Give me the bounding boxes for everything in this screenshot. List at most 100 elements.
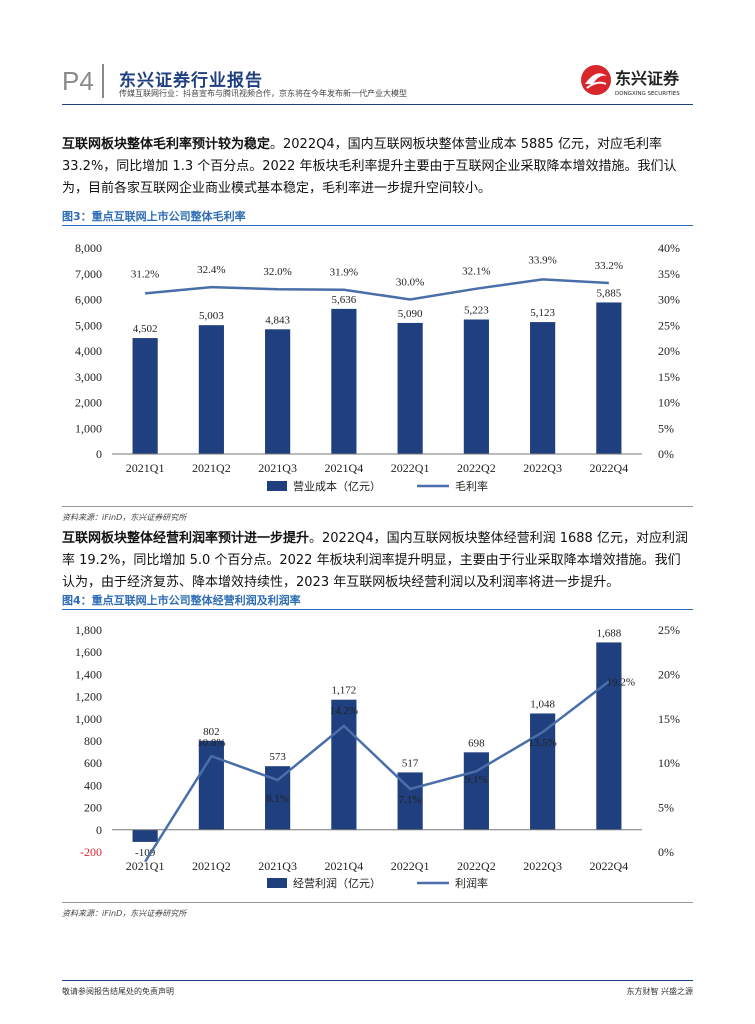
legend-label: 经营利润（亿元） (293, 876, 381, 890)
y-axis-tick-label: 1,400 (75, 667, 102, 681)
footer-slogan: 东方财智 兴盛之源 (626, 987, 693, 996)
bar-value-label: 4,502 (133, 323, 158, 335)
bar-value-label: 698 (468, 737, 485, 749)
line-value-label: 8.1% (266, 793, 289, 805)
figure-4-title: 图4：重点互联网上市公司整体经营利润及利润率 (62, 594, 301, 607)
x-axis-tick-label: 2021Q2 (192, 461, 231, 475)
y-axis-tick-label: 1,000 (75, 712, 102, 726)
bar (463, 752, 489, 830)
y-axis-tick-label: 1,800 (75, 623, 102, 637)
bar (530, 322, 556, 454)
y-axis-tick-label: -200 (80, 845, 102, 859)
bar-value-label: 5,090 (398, 308, 423, 320)
x-axis-tick-label: 2021Q1 (126, 859, 165, 873)
line-value-label: 32.4% (197, 264, 225, 276)
paragraph-gross-margin: 互联网板块整体毛利率预计较为稳定。2022Q4，国内互联网板块整体营业成本 58… (62, 134, 693, 200)
legend-label: 利润率 (455, 876, 488, 890)
y-axis-tick-label: 1,600 (75, 645, 102, 659)
x-axis-tick-label: 2021Q2 (192, 859, 231, 873)
bar-value-label: 573 (269, 751, 286, 763)
y2-axis-tick-label: 0% (658, 845, 674, 859)
x-axis-tick-label: 2021Q3 (258, 859, 297, 873)
bar-value-label: 1,172 (332, 685, 357, 697)
y-axis-tick-label: 200 (84, 801, 102, 815)
page-number: P4 (62, 66, 94, 96)
line-value-label: 32.0% (263, 266, 291, 278)
bar (198, 740, 224, 830)
y-axis-tick-label: 8,000 (75, 241, 102, 255)
y-axis-tick-label: 0 (96, 823, 102, 837)
x-axis-tick-label: 2021Q1 (126, 461, 165, 475)
company-logo: 东兴证券 DONGXING SECURITIES (579, 62, 689, 102)
y2-axis-tick-label: 10% (658, 756, 680, 770)
bar-value-label: 5,885 (597, 287, 622, 299)
line-value-label: 32.1% (462, 266, 490, 278)
bar (132, 829, 158, 842)
y-axis-tick-label: 0 (96, 447, 102, 461)
paragraph-lead: 互联网板块整体经营利润率预计进一步提升 (62, 531, 310, 546)
y2-axis-tick-label: 5% (658, 421, 674, 435)
y2-axis-tick-label: 20% (658, 344, 680, 358)
line-value-label: 31.9% (330, 267, 358, 279)
figure-3-rule (62, 225, 693, 226)
logo-icon: 东兴证券 DONGXING SECURITIES (581, 65, 680, 97)
report-title: 东兴证券行业报告 (119, 71, 263, 91)
report-subtitle: 传媒互联网行业：抖音宣布与腾讯视频合作，京东将在今年发布新一代产业大模型 (119, 89, 407, 98)
line-value-label: 19.2% (607, 677, 635, 689)
line-value-label: 13.5% (528, 737, 556, 749)
header-divider (102, 64, 104, 98)
y2-axis-tick-label: 15% (658, 712, 680, 726)
y2-axis-tick-label: 40% (658, 241, 680, 255)
header-rule (62, 104, 693, 105)
bar-value-label: 5,123 (530, 307, 555, 319)
y2-axis-tick-label: 15% (658, 370, 680, 384)
y-axis-tick-label: 6,000 (75, 293, 102, 307)
y2-axis-tick-label: 5% (658, 801, 674, 815)
x-axis-tick-label: 2022Q3 (523, 859, 562, 873)
chart-operating-profit: -200 0 200 400 600 800 1,000 1,200 1,400 1,600 1,8… (75, 623, 680, 890)
legend-swatch-bar (267, 481, 287, 491)
chart-gross-margin: 0 1,000 2,000 3,000 4,000 5,000 6,000 7,000 8,00… (75, 241, 680, 493)
y2-axis-tick-label: 20% (658, 667, 680, 681)
bar (596, 302, 622, 454)
line-value-label: 30.0% (396, 277, 424, 289)
bar-value-label: 1,688 (597, 627, 622, 639)
bar (331, 308, 357, 454)
y2-axis-tick-label: 25% (658, 318, 680, 332)
x-axis-tick-label: 2022Q3 (523, 461, 562, 475)
y-axis-tick-label: 400 (84, 778, 102, 792)
line-series (144, 680, 610, 863)
x-axis-tick-label: 2022Q1 (391, 461, 430, 475)
y-axis-tick-label: 4,000 (75, 344, 102, 358)
line-value-label: 33.2% (595, 260, 623, 272)
y2-axis-tick-label: 30% (658, 293, 680, 307)
line-value-label: 14.2% (330, 705, 358, 717)
x-axis-tick-label: 2022Q4 (590, 461, 629, 475)
y-axis-tick-label: 3,000 (75, 370, 102, 384)
bar-value-label: 5,003 (199, 310, 224, 322)
y2-axis-tick-label: 0% (658, 447, 674, 461)
y-axis-tick-label: 1,200 (75, 690, 102, 704)
bar-value-label: -109 (135, 847, 156, 859)
source-note: 资料来源：iFinD，东兴证券研究所 (62, 513, 187, 522)
bar (463, 319, 489, 454)
line-value-label: 31.2% (131, 268, 159, 280)
line-value-label: 7.1% (399, 794, 422, 806)
y-axis-tick-label: 800 (84, 734, 102, 748)
bar (132, 338, 158, 454)
x-axis-tick-label: 2021Q4 (325, 461, 364, 475)
paragraph-body: 。2022Q4，国内互联网板块整体经营利润 1688 亿元，对应利润率 19.2… (62, 531, 688, 590)
paragraph-operating-profit: 互联网板块整体经营利润率预计进一步提升。2022Q4，国内互联网板块整体经营利润… (62, 528, 693, 594)
logo-en: DONGXING SECURITIES (615, 91, 680, 97)
paragraph-body: 。2022Q4，国内互联网板块整体营业成本 5885 亿元，对应毛利率 33.2… (62, 137, 677, 196)
x-axis-tick-label: 2022Q2 (457, 461, 496, 475)
y-axis-tick-label: 600 (84, 756, 102, 770)
bar-value-label: 517 (402, 757, 419, 769)
figure-4-rule (62, 609, 693, 610)
x-axis-tick-label: 2022Q1 (391, 859, 430, 873)
bar (198, 325, 224, 454)
y2-axis-tick-label: 10% (658, 396, 680, 410)
legend-label: 营业成本（亿元） (293, 479, 381, 493)
bar (265, 329, 291, 454)
line-value-label: 9.1% (465, 774, 488, 786)
